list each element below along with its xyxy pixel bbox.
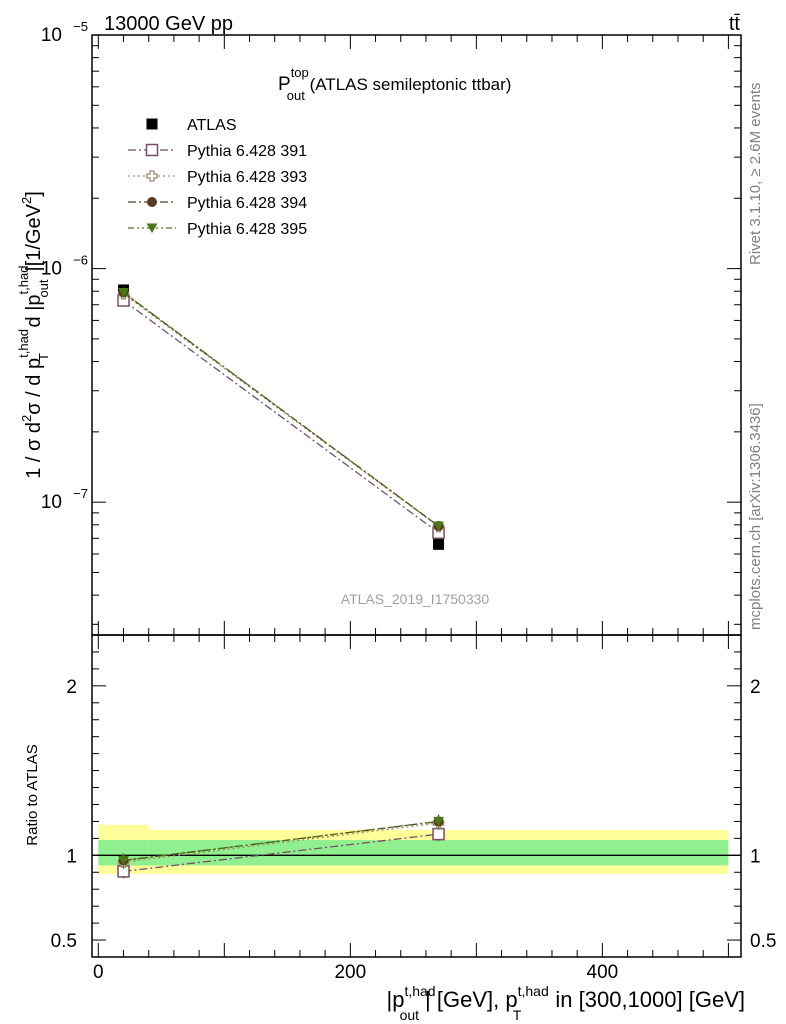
ratio-y-tick-label-right: 2 (750, 677, 761, 698)
ratio-y-axis-label: Ratio to ATLAS (24, 744, 41, 845)
main-y-tick-exponent: −5 (73, 19, 88, 34)
ratio-band-green-1 (148, 840, 729, 866)
legend-label: Pythia 6.428 395 (187, 221, 307, 238)
ratio-y-tick-label: 2 (66, 677, 77, 698)
title-sup: top (291, 65, 309, 80)
legend-marker (146, 170, 158, 182)
x-tick-label: 0 (93, 962, 104, 983)
x-tick-label: 400 (587, 962, 619, 983)
main-y-tick-label: 10 (41, 492, 62, 513)
legend-label: Pythia 6.428 393 (187, 169, 307, 186)
ratio-series-point-0-1 (432, 827, 445, 841)
main-series-line-1 (123, 299, 439, 534)
main-panel: 10 −5 10 −6 10 −7 ATLAS Pythia 6.428 391 Pythia … (41, 19, 742, 636)
main-y-tick-exponent: −7 (73, 486, 88, 501)
main-series-point-0-1 (433, 538, 445, 550)
main-series-point-4-1 (433, 521, 445, 532)
main-y-axis-label: 1 / σ d2σ / d pt,had T d |pt,had out|[1/Ge… (16, 191, 51, 479)
main-y-tick-label: 10 (41, 259, 62, 280)
legend-label: Pythia 6.428 394 (187, 195, 307, 212)
analysis-label: ATLAS_2019_I1750330 (341, 591, 490, 607)
legend-item: ATLAS (146, 117, 237, 134)
plot-title: Ptop out (ATLAS semileptonic ttbar) (278, 65, 511, 103)
title-main: P (278, 74, 291, 95)
x-axis-label: |pt,had out| [GeV], pt,had T in [300,1000]… (386, 983, 745, 1023)
main-series-line-4 (123, 291, 439, 527)
legend-item: Pythia 6.428 395 (128, 221, 307, 238)
header-energy-label: 13000 GeV pp (104, 13, 233, 35)
legend-marker (145, 143, 159, 157)
title-rest: (ATLAS semileptonic ttbar) (305, 75, 512, 94)
legend-label: Pythia 6.428 391 (187, 143, 307, 160)
legend-item: Pythia 6.428 391 (128, 143, 307, 160)
ratio-series-line-3 (123, 820, 439, 862)
legend-item: Pythia 6.428 394 (128, 195, 307, 212)
legend-marker (147, 197, 157, 207)
ratio-series-point-3-0 (118, 855, 130, 866)
header-process-label: tt̄ (729, 13, 741, 35)
ratio-panel: 0 200 400 0.5 0.5 1 1 2 2 (51, 35, 776, 983)
legend-marker (146, 223, 158, 233)
ratio-frame (91, 634, 742, 958)
ratio-series-point-3-1 (433, 816, 445, 827)
main-y-tick-exponent: −6 (73, 253, 88, 268)
legend-marker (146, 118, 158, 130)
ratio-y-tick-label-right: 1 (750, 846, 761, 867)
legend-item: Pythia 6.428 393 (128, 169, 307, 186)
rivet-version-label: Rivet 3.1.10, ≥ 2.6M events (747, 83, 764, 266)
legend-label: ATLAS (187, 117, 237, 134)
main-series-point-4-0 (118, 287, 130, 298)
ratio-y-tick-label-right: 0.5 (750, 931, 776, 952)
legend: ATLAS Pythia 6.428 391 Pythia 6.428 393 Pyt… (128, 117, 307, 238)
ratio-y-tick-label: 1 (66, 846, 77, 867)
main-y-tick-label: 10 (41, 25, 62, 46)
mcplots-source-label: mcplots.cern.ch [arXiv:1306.3436] (747, 403, 764, 630)
x-tick-label: 200 (334, 962, 366, 983)
ratio-y-tick-label: 0.5 (51, 931, 77, 952)
ratio-series-line-0 (123, 833, 439, 873)
title-sub: out (287, 88, 305, 103)
